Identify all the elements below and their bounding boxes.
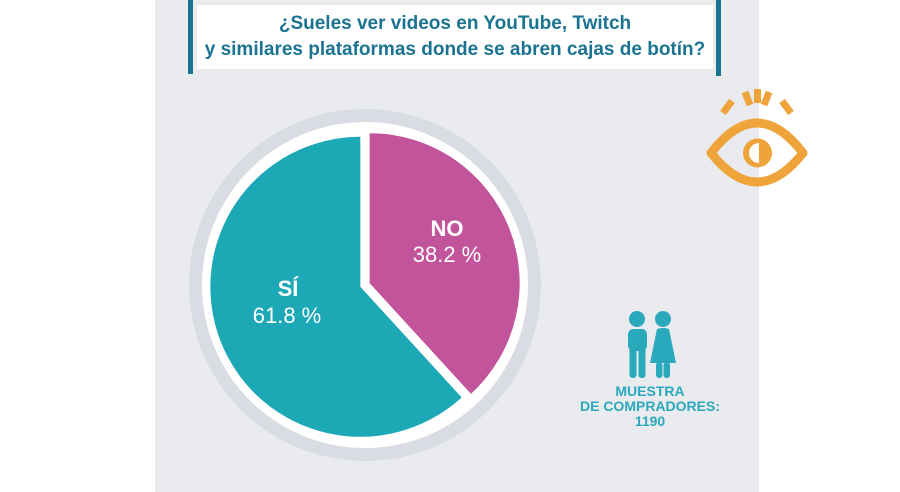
pie-label-si: SÍ — [277, 276, 299, 301]
pie-chart — [189, 109, 541, 461]
sample-count: 1190 — [634, 413, 666, 429]
page-title-line2: y similares plataformas donde se abren c… — [204, 39, 706, 60]
sample-line2: DE COMPRADORES: — [579, 398, 720, 414]
pie-slices — [210, 133, 520, 437]
page-title-line1: ¿Sueles ver videos en YouTube, Twitch — [278, 13, 632, 34]
pie-label-no: NO — [430, 216, 464, 241]
pie-slice-si — [210, 136, 462, 437]
man-figure — [628, 311, 647, 378]
title-right-rule — [716, 0, 721, 76]
title-left-rule — [188, 0, 193, 74]
pie-value-si: 61.8 % — [252, 303, 322, 328]
sample-caption: MUESTRA DE COMPRADORES: 1190 — [565, 384, 735, 429]
man-woman-icon — [612, 306, 692, 386]
pie-slice-no — [369, 133, 520, 394]
eye-icon — [705, 85, 810, 190]
eye-pupil-highlight — [749, 143, 759, 163]
title-box: ¿Sueles ver videos en YouTube, Twitch y … — [197, 5, 713, 69]
sample-line1: MUESTRA — [615, 383, 685, 399]
eye-outline — [706, 118, 808, 187]
pie-chart-area: NO 38.2 % SÍ 61.8 % — [185, 105, 545, 465]
woman-figure — [650, 311, 676, 378]
eye-lashes — [720, 89, 794, 116]
pie-value-no: 38.2 % — [412, 242, 482, 267]
